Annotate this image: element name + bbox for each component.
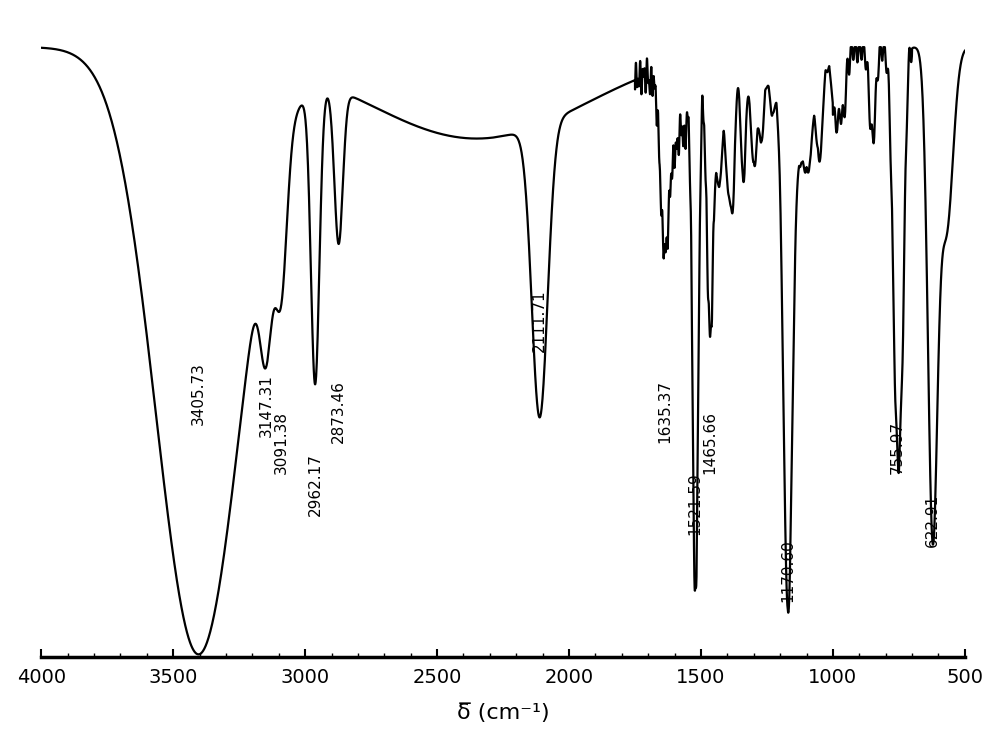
Text: 3091.38: 3091.38: [274, 411, 289, 474]
Text: 2873.46: 2873.46: [331, 380, 346, 443]
Text: 1465.66: 1465.66: [703, 411, 718, 474]
Text: 2962.17: 2962.17: [308, 454, 323, 517]
Text: 1635.37: 1635.37: [658, 380, 673, 443]
Text: 755.97: 755.97: [890, 420, 905, 474]
Text: 1170.60: 1170.60: [780, 539, 795, 602]
Text: 622.91: 622.91: [925, 494, 940, 547]
Text: 3147.31: 3147.31: [259, 374, 274, 437]
Text: 3405.73: 3405.73: [191, 362, 206, 425]
X-axis label: δ̅ (cm⁻¹): δ̅ (cm⁻¹): [457, 703, 549, 723]
Text: 1521.59: 1521.59: [688, 472, 703, 535]
Text: 2111.71: 2111.71: [532, 289, 547, 352]
